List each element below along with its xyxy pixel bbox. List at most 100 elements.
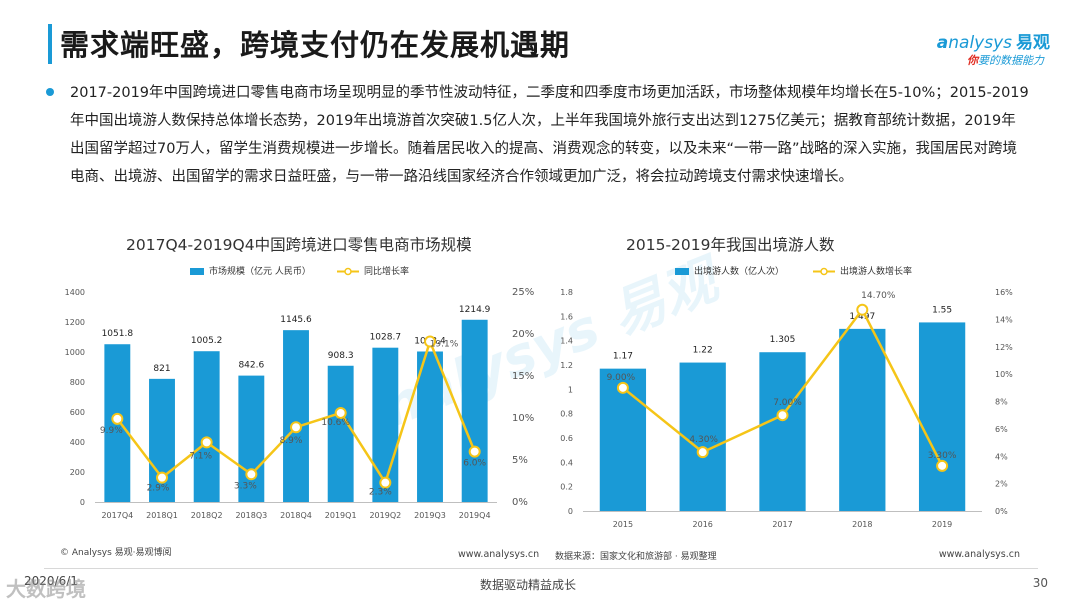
bar-value-label: 1145.6 <box>280 315 312 325</box>
growth-rate-label: 3.3% <box>234 481 257 491</box>
growth-rate-label: 7.00% <box>773 398 802 408</box>
growth-rate-label: 9.00% <box>607 373 636 383</box>
legend-bar-swatch <box>190 268 204 275</box>
bar-2019 <box>918 322 966 511</box>
legend-bar-label: 出境游人数（亿人次） <box>694 265 784 277</box>
bar-value-label: 1.17 <box>613 352 633 362</box>
page-title: 需求端旺盛，跨境支付仍在发展机遇期 <box>60 28 571 62</box>
bar-2018Q4 <box>283 330 309 502</box>
y-right-tick-label: 2% <box>995 480 1008 489</box>
growth-rate-label: 14.70% <box>861 291 896 301</box>
growth-rate-point <box>245 468 258 481</box>
logo-wordmark: analysys 易观 <box>937 28 1050 53</box>
x-category-label: 2018 <box>852 520 872 529</box>
growth-rate-point <box>468 445 481 458</box>
bar-value-label: 1214.9 <box>459 305 491 315</box>
y-right-tick-label: 10% <box>995 370 1013 379</box>
y-right-tick-label: 15% <box>512 371 534 382</box>
y-left-tick-label: 0 <box>568 507 573 516</box>
y-right-tick-label: 20% <box>512 329 534 340</box>
ecommerce-market-chart: 市场规模（亿元 人民币） 同比增长率 0 200 400 600 800 1000 1200 14… <box>65 265 535 520</box>
bar-value-label: 908.3 <box>328 351 354 361</box>
growth-rate-label: 8.9% <box>280 436 303 446</box>
analysys-logo: analysys 易观 你要的数据能力 <box>920 28 1050 74</box>
x-category-label: 2018Q4 <box>280 511 312 520</box>
growth-rate-label: 4.30% <box>689 435 718 445</box>
legend-bar-label: 市场规模（亿元 人民币） <box>209 265 311 277</box>
logo-slogan: 你要的数据能力 <box>967 52 1044 68</box>
y-left-tick-label: 400 <box>70 438 85 447</box>
y-right-tick-label: 25% <box>512 287 534 298</box>
bar-value-label: 1.55 <box>932 305 952 315</box>
growth-rate-label: 19.1% <box>430 340 459 350</box>
website-link-2[interactable]: www.analysys.cn <box>938 549 1020 560</box>
growth-rate-point <box>616 381 629 394</box>
report-date: 2020/6/1 <box>24 574 78 588</box>
y-left-tick-label: 1.2 <box>560 361 573 370</box>
y-right-tick-label: 5% <box>512 455 528 466</box>
logo-cn: 易观 <box>1016 33 1050 53</box>
growth-rate-label: 2.3% <box>369 488 392 498</box>
summary-paragraph: 2017-2019年中国跨境进口零售电商市场呈现明显的季节性波动特征，二季度和四… <box>70 85 1029 185</box>
growth-rate-label: 6.0% <box>463 459 486 469</box>
bar-2018Q2 <box>193 351 220 502</box>
y-left-tick-label: 0 <box>80 498 85 507</box>
growth-rate-point <box>776 409 789 422</box>
x-category-label: 2016 <box>693 520 713 529</box>
x-category-label: 2019Q1 <box>325 511 357 520</box>
chart1-title: 2017Q4-2019Q4中国跨境进口零售电商市场规模 <box>126 236 472 254</box>
y-right-tick-label: 12% <box>995 343 1013 352</box>
y-right-tick-label: 10% <box>512 413 534 424</box>
y-left-tick-label: 1.4 <box>560 337 573 346</box>
growth-rate-point <box>936 459 949 472</box>
y-left-tick-label: 0.2 <box>560 483 573 492</box>
bar-2019Q1 <box>327 365 354 502</box>
x-category-label: 2019Q4 <box>459 511 491 520</box>
bar-2017 <box>759 352 806 511</box>
y-right-tick-label: 16% <box>995 288 1013 297</box>
y-left-tick-label: 600 <box>70 408 85 417</box>
y-right-tick-label: 0% <box>512 497 528 508</box>
y-left-tick-label: 1200 <box>65 318 85 327</box>
y-right-tick-label: 0% <box>995 507 1008 516</box>
bar-value-label: 1005.2 <box>191 336 223 346</box>
growth-rate-point <box>856 303 869 316</box>
website-link-1[interactable]: www.analysys.cn <box>458 549 540 560</box>
bar-2018Q3 <box>238 375 265 502</box>
growth-rate-label: 2.9% <box>147 484 170 494</box>
chart2-title: 2015-2019年我国出境游人数 <box>626 236 835 254</box>
footer-slogan: 数据驱动精益成长 <box>480 578 577 592</box>
y-left-tick-label: 0.6 <box>560 434 573 443</box>
x-category-label: 2019 <box>932 520 952 529</box>
bar-value-label: 842.6 <box>238 361 264 371</box>
data-source-note: 数据来源：国家文化和旅游部 · 易观整理 <box>555 552 717 562</box>
x-category-label: 2017Q4 <box>101 511 133 520</box>
growth-rate-label: 7.1% <box>189 451 212 461</box>
bullet-dot-icon <box>46 88 54 96</box>
growth-rate-point <box>379 476 392 489</box>
copyright-note: © Analysys 易观·易观博阅 <box>60 548 172 558</box>
x-category-label: 2018Q2 <box>191 511 223 520</box>
y-left-tick-label: 1 <box>568 385 573 394</box>
bar-value-label: 1.22 <box>693 346 713 356</box>
x-category-label: 2018Q1 <box>146 511 178 520</box>
logo-slogan-text: 要的数据能力 <box>978 54 1044 67</box>
y-left-tick-label: 1.6 <box>560 312 573 321</box>
y-left-tick-label: 1000 <box>65 348 85 357</box>
growth-rate-point <box>200 436 213 449</box>
y-left-tick-label: 1.8 <box>560 288 573 297</box>
x-category-label: 2017 <box>772 520 792 529</box>
growth-rate-label: 3.30% <box>928 451 957 461</box>
x-category-label: 2015 <box>613 520 633 529</box>
y-right-tick-label: 8% <box>995 398 1008 407</box>
bar-value-label: 1028.7 <box>370 333 402 343</box>
logo-text: nalysys <box>948 33 1012 53</box>
y-right-tick-label: 14% <box>995 315 1013 324</box>
logo-slogan-red: 你 <box>967 54 978 67</box>
growth-rate-label: 9.9% <box>100 426 123 436</box>
growth-rate-point <box>290 421 302 434</box>
y-right-tick-label: 4% <box>995 452 1008 461</box>
legend-line-marker <box>344 267 352 276</box>
growth-rate-point <box>156 471 168 484</box>
growth-rate-point <box>424 335 436 348</box>
